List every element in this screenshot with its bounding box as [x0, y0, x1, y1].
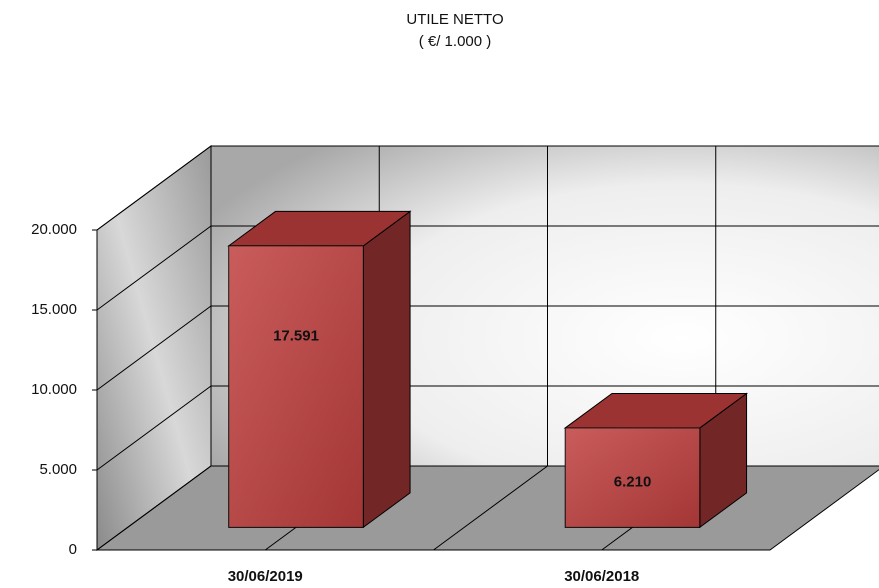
y-tick-label: 20.000 — [31, 221, 77, 238]
y-tick-label: 5.000 — [39, 461, 77, 478]
y-tick-label: 10.000 — [31, 381, 77, 398]
value-label: 17.591 — [273, 328, 319, 345]
x-tick-label: 30/06/2019 — [228, 568, 303, 585]
chart-title: UTILE NETTO — [406, 11, 503, 28]
y-tick-label: 15.000 — [31, 301, 77, 318]
x-tick-label: 30/06/2018 — [564, 568, 639, 585]
bar-shade — [228, 245, 364, 528]
grid-line — [96, 305, 879, 391]
bar-shade — [565, 427, 700, 528]
grid-line — [96, 145, 879, 231]
bar-side — [362, 210, 411, 529]
y-tick-label: 0 — [69, 541, 77, 558]
grid-line — [96, 385, 879, 471]
floor-grid — [433, 465, 548, 551]
grid-line — [96, 225, 879, 311]
value-label: 6.210 — [614, 474, 652, 491]
floor — [95, 465, 879, 551]
chart-subtitle: ( €/ 1.000 ) — [419, 33, 492, 50]
